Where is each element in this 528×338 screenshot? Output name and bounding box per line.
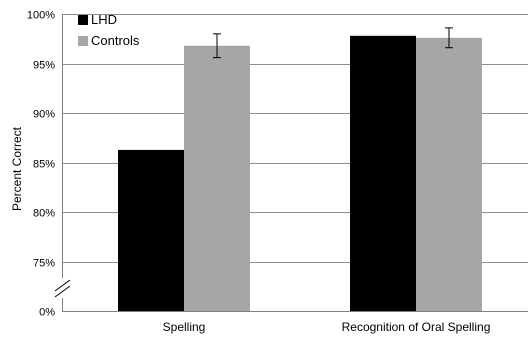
y-tick-label: 75% — [33, 258, 55, 270]
y-tick-label: 90% — [33, 109, 55, 121]
y-tick-label: 0% — [39, 307, 55, 319]
x-category-label: Spelling — [163, 320, 206, 334]
legend-swatch-lhd — [78, 15, 88, 25]
bar-controls-2 — [416, 37, 482, 312]
x-category-label: Recognition of Oral Spelling — [342, 320, 491, 334]
y-tick-label: 85% — [33, 159, 55, 171]
legend-label-lhd: LHD — [91, 12, 117, 27]
bars — [118, 35, 482, 312]
bar-lhd-1 — [118, 149, 184, 311]
legend-swatch-controls — [78, 36, 88, 46]
axes: 0% 75% 80% 85% 90% 95% 100% Spelling Recognition… — [27, 10, 491, 335]
y-tick-label: 80% — [33, 208, 55, 220]
y-tick-label: 100% — [27, 10, 55, 22]
legend-label-controls: Controls — [91, 33, 140, 48]
legend: LHD Controls — [78, 12, 140, 48]
bar-controls-1 — [184, 45, 250, 312]
y-axis-title: Percent Correct — [10, 126, 24, 211]
axis-break-mark — [54, 285, 71, 298]
y-tick-label: 95% — [33, 60, 55, 72]
axis-break-mark — [54, 279, 71, 292]
error-bars — [213, 27, 453, 59]
bar-lhd-2 — [350, 35, 416, 311]
